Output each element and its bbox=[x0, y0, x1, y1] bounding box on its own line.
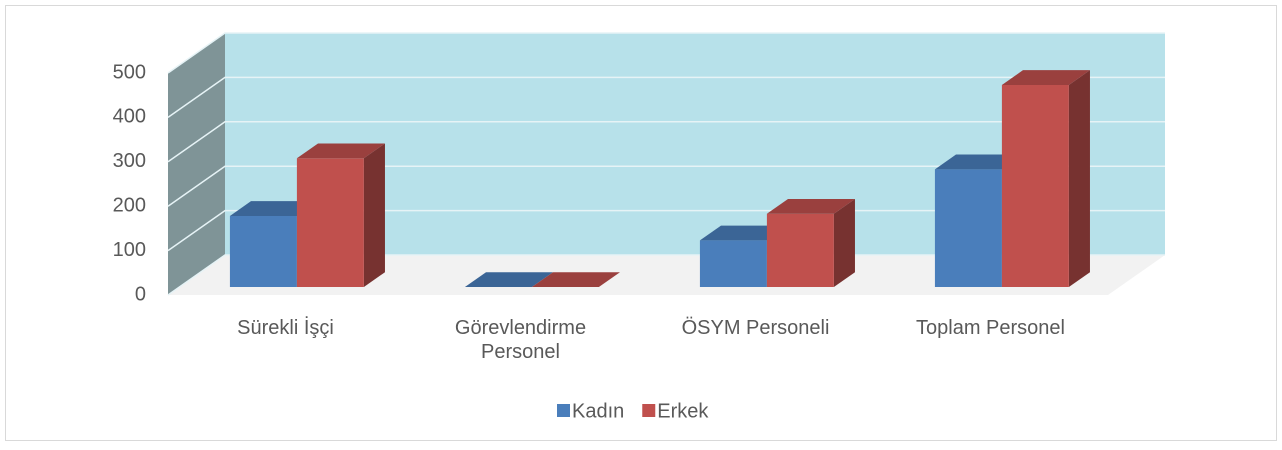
bar bbox=[1001, 84, 1069, 287]
y-tick-label: 400 bbox=[113, 106, 146, 128]
bar-top bbox=[296, 143, 385, 159]
bar-side bbox=[833, 198, 855, 287]
y-tick-label: 300 bbox=[113, 150, 146, 172]
x-tick-label: Görevlendirme Personel bbox=[454, 317, 587, 363]
side-wall bbox=[168, 33, 225, 295]
x-tick-label: ÖSYM Personeli bbox=[681, 317, 830, 339]
bar-side bbox=[363, 143, 385, 287]
legend-label: Erkek bbox=[657, 400, 709, 422]
bar-side bbox=[1068, 70, 1090, 288]
floor bbox=[168, 255, 1165, 295]
bar-top bbox=[766, 198, 855, 214]
x-tick-label: Sürekli İşçi bbox=[237, 317, 334, 339]
bar bbox=[766, 213, 834, 287]
bar bbox=[229, 215, 297, 287]
bar bbox=[699, 240, 767, 287]
bar-top bbox=[699, 225, 788, 241]
bar-top bbox=[229, 201, 318, 216]
bar-top bbox=[531, 272, 620, 287]
legend-swatch bbox=[557, 404, 570, 417]
grid-line bbox=[167, 76, 1165, 119]
back-wall bbox=[225, 33, 1165, 255]
bar-top bbox=[464, 272, 553, 287]
legend-label: Kadın bbox=[572, 400, 624, 422]
grid-line bbox=[167, 165, 1165, 207]
bar bbox=[934, 169, 1002, 287]
bar-top bbox=[934, 154, 1023, 170]
y-tick-label: 100 bbox=[113, 239, 146, 261]
legend-swatch bbox=[642, 404, 656, 417]
y-tick-label: 500 bbox=[113, 61, 146, 83]
bar bbox=[296, 158, 364, 287]
x-tick-label: Toplam Personel bbox=[916, 317, 1065, 339]
grid-line bbox=[167, 32, 1165, 74]
y-tick-label: 0 bbox=[135, 283, 146, 305]
y-tick-label: 200 bbox=[113, 194, 146, 216]
bar-top bbox=[1001, 70, 1090, 85]
grid-line bbox=[167, 121, 1165, 163]
